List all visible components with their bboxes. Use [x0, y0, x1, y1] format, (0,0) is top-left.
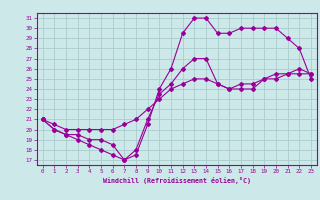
X-axis label: Windchill (Refroidissement éolien,°C): Windchill (Refroidissement éolien,°C): [103, 177, 251, 184]
